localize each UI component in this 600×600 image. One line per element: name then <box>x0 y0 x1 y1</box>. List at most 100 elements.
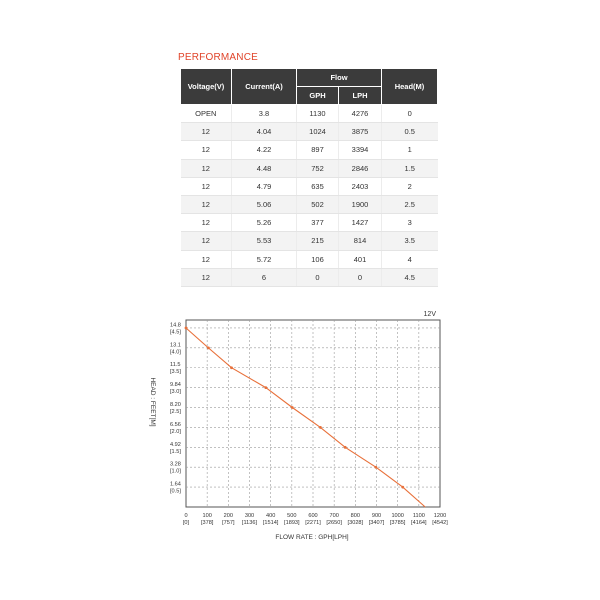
cell-voltage: 12 <box>180 231 232 251</box>
cell-head: 3.5 <box>381 231 438 251</box>
cell-voltage: 12 <box>180 195 232 215</box>
cell-voltage: 12 <box>180 250 232 269</box>
cell-current: 5.53 <box>231 231 297 251</box>
cell-current: 5.72 <box>231 250 297 269</box>
table-row: 12 5.06 502 1900 2.5 <box>180 195 438 215</box>
data-point <box>290 406 294 409</box>
x-tick-sublabel: [2271] <box>305 520 321 526</box>
cell-head: 2.5 <box>381 195 438 215</box>
cell-current: 5.06 <box>231 195 297 215</box>
y-tick-sublabel: [2.0] <box>170 429 181 435</box>
cell-current: 4.04 <box>231 122 297 142</box>
table-row: 12 6 0 0 4.5 <box>180 268 438 287</box>
cell-gph: 1130 <box>296 104 339 124</box>
cell-voltage: 12 <box>180 213 232 233</box>
table-row: OPEN 3.8 1130 4276 0 <box>180 104 438 124</box>
x-tick-label: 1000 <box>391 513 403 519</box>
header-current: Current(A) <box>231 68 297 105</box>
cell-head: 0 <box>381 104 438 124</box>
cell-lph: 2403 <box>338 177 382 196</box>
cell-gph: 752 <box>296 159 339 178</box>
cell-voltage: 12 <box>180 140 232 160</box>
y-tick-sublabel: [3.0] <box>170 389 181 395</box>
x-tick-label: 1200 <box>434 513 446 519</box>
y-tick-labels: 14.8[4.5] 13.1[4.0] 11.5[3.5] 9.84[3.0] 8.20… <box>170 322 181 494</box>
performance-title: PERFORMANCE <box>178 52 258 63</box>
data-point <box>264 386 268 390</box>
cell-lph: 401 <box>338 250 382 269</box>
table-row: 12 4.48 752 2846 1.5 <box>180 159 438 178</box>
cell-gph: 215 <box>296 231 339 251</box>
cell-lph: 2846 <box>338 159 382 178</box>
cell-voltage: OPEN <box>180 104 232 124</box>
y-tick-sublabel: [1.0] <box>170 469 181 475</box>
data-point <box>343 445 347 449</box>
cell-head: 1.5 <box>381 159 438 178</box>
x-tick-label: 200 <box>224 513 233 519</box>
series-line-12v <box>185 327 426 508</box>
y-tick-label: 4.92 <box>170 442 181 448</box>
x-tick-label: 300 <box>245 513 254 519</box>
y-tick-sublabel: [4.5] <box>170 329 181 335</box>
x-tick-label: 900 <box>372 513 381 519</box>
cell-lph: 3394 <box>338 140 382 160</box>
x-tick-label: 400 <box>266 513 275 519</box>
table-row: 12 5.26 377 1427 3 <box>180 213 438 233</box>
table-row: 12 4.04 1024 3875 0.5 <box>180 122 438 142</box>
x-tick-labels: 0[0] 100[378] 200[757] 300[1136] 400[1514] 50… <box>183 513 448 526</box>
cell-head: 2 <box>381 177 438 196</box>
performance-table: Voltage(V) Current(A) Flow Head(M) GPH L… <box>180 68 438 287</box>
cell-current: 4.22 <box>231 140 297 160</box>
x-tick-sublabel: [0] <box>183 520 190 526</box>
x-tick-sublabel: [3028] <box>348 520 364 526</box>
y-tick-label: 6.56 <box>170 422 181 428</box>
y-tick-label: 14.8 <box>170 322 181 328</box>
data-point <box>184 326 188 330</box>
data-point <box>319 426 322 429</box>
data-point <box>230 366 233 370</box>
cell-head: 4 <box>381 250 438 269</box>
y-tick-sublabel: [2.5] <box>170 409 181 415</box>
x-tick-sublabel: [1136] <box>242 520 258 526</box>
x-axis-label: FLOW RATE : GPH[LPH] <box>275 534 348 541</box>
x-tick-label: 500 <box>287 513 296 519</box>
cell-lph: 4276 <box>338 104 382 124</box>
y-tick-sublabel: [4.0] <box>170 349 181 355</box>
cell-gph: 1024 <box>296 122 339 142</box>
header-voltage: Voltage(V) <box>180 68 232 105</box>
cell-head: 4.5 <box>381 268 438 287</box>
x-tick-label: 600 <box>308 513 317 519</box>
y-tick-sublabel: [3.5] <box>170 369 181 375</box>
y-tick-label: 3.28 <box>170 462 181 468</box>
series-layer <box>184 326 426 508</box>
cell-current: 6 <box>231 268 297 287</box>
cell-gph: 0 <box>296 268 339 287</box>
x-tick-sublabel: [4164] <box>411 520 427 526</box>
cell-gph: 377 <box>296 213 339 233</box>
y-axis-label: HEAD : FEET[M] <box>149 377 156 426</box>
y-tick-sublabel: [0.5] <box>170 489 181 495</box>
cell-head: 0.5 <box>381 122 438 142</box>
data-point <box>401 485 405 489</box>
x-tick-sublabel: [3407] <box>369 520 385 526</box>
cell-gph: 897 <box>296 140 339 160</box>
cell-voltage: 12 <box>180 268 232 287</box>
x-tick-sublabel: [757] <box>222 520 235 526</box>
y-tick-label: 13.1 <box>170 342 181 348</box>
x-tick-sublabel: [378] <box>201 520 214 526</box>
x-tick-label: 100 <box>202 513 211 519</box>
cell-voltage: 12 <box>180 159 232 178</box>
x-tick-label: 0 <box>184 513 187 519</box>
cell-gph: 635 <box>296 177 339 196</box>
cell-lph: 1427 <box>338 213 382 233</box>
header-head: Head(M) <box>381 68 438 105</box>
y-tick-label: 9.84 <box>170 382 181 388</box>
cell-lph: 1900 <box>338 195 382 215</box>
table-row: 12 4.22 897 3394 1 <box>180 140 438 160</box>
cell-current: 3.8 <box>231 104 297 124</box>
cell-current: 4.48 <box>231 159 297 178</box>
cell-current: 4.79 <box>231 177 297 196</box>
x-tick-sublabel: [3785] <box>390 520 406 526</box>
y-tick-label: 8.20 <box>170 402 181 408</box>
